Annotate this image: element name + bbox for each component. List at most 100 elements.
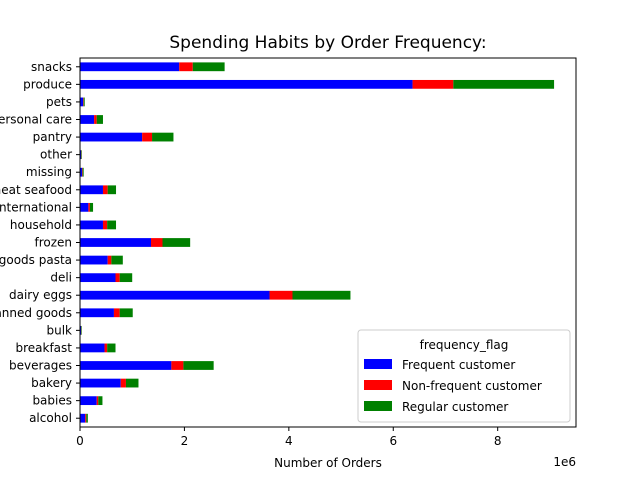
y-tick-label: personal care xyxy=(0,113,72,127)
bar-household-series-2 xyxy=(107,220,117,230)
legend-swatch xyxy=(364,359,392,369)
bar-other-series-2 xyxy=(81,150,82,160)
bars-layer xyxy=(80,62,555,423)
legend: frequency_flag Frequent customer Non-freq… xyxy=(357,329,571,423)
y-tick-label: bulk xyxy=(46,323,72,337)
bar-babies-series-2 xyxy=(98,396,103,406)
bar-dairy-eggs-series-2 xyxy=(292,290,351,300)
y-tick-label: deli xyxy=(50,271,72,285)
bar-missing-series-0 xyxy=(80,167,83,177)
y-tick-label: other xyxy=(40,148,72,162)
y-tick-label: frozen xyxy=(34,236,72,250)
y-axis: alcohol babies bakery beverages breakfast bul… xyxy=(0,60,80,425)
y-tick-label: missing xyxy=(26,165,72,179)
bar-bakery-series-0 xyxy=(80,378,121,388)
plot-frame xyxy=(79,57,577,428)
y-tick-label: beverages xyxy=(9,359,72,373)
legend-entry-label: Non-frequent customer xyxy=(402,379,542,393)
legend-items: Frequent customer Non-frequent customer Re… xyxy=(364,358,542,414)
bar-bakery-series-1 xyxy=(120,378,126,388)
legend-entry-label: Frequent customer xyxy=(402,358,515,372)
bar-dry-goods-pasta-series-2 xyxy=(111,255,123,265)
y-tick-label: breakfast xyxy=(15,341,72,355)
y-tick-label: alcohol xyxy=(29,411,72,425)
y-tick-label: pets xyxy=(46,95,72,109)
bar-beverages-series-2 xyxy=(183,361,214,370)
bar-personal-care-series-0 xyxy=(80,115,95,124)
y-tick-label: household xyxy=(10,218,72,232)
y-tick-label: bakery xyxy=(31,376,72,390)
bar-canned-goods-series-2 xyxy=(119,308,133,318)
bar-breakfast-series-1 xyxy=(104,343,108,353)
y-tick-label: pantry xyxy=(33,130,72,144)
bar-pets-series-2 xyxy=(83,97,85,107)
bar-pantry-series-2 xyxy=(152,132,174,142)
y-tick-label: dry goods pasta xyxy=(0,253,72,267)
bar-alcohol-series-0 xyxy=(80,413,86,423)
bar-international-series-2 xyxy=(89,202,94,212)
legend-swatch xyxy=(364,401,392,411)
bar-missing-series-1 xyxy=(82,167,83,177)
bar-deli-series-2 xyxy=(119,273,133,283)
bar-alcohol-series-2 xyxy=(86,413,88,423)
bar-personal-care-series-1 xyxy=(94,115,97,124)
bar-snacks-series-1 xyxy=(179,62,193,72)
bar-frozen-series-1 xyxy=(151,238,163,247)
bar-breakfast-series-0 xyxy=(80,343,105,353)
x-tick-label: 6 xyxy=(389,434,397,448)
bar-snacks-series-2 xyxy=(192,62,225,72)
bar-personal-care-series-2 xyxy=(96,115,103,124)
x-axis: 0 2 4 6 8 xyxy=(76,427,502,448)
x-axis-multiplier: 1e6 xyxy=(553,455,576,469)
bar-meat-seafood-series-2 xyxy=(107,185,117,195)
y-tick-label: canned goods xyxy=(0,306,72,320)
bar-snacks-series-0 xyxy=(80,62,180,72)
bar-bulk-series-2 xyxy=(81,325,82,335)
bar-meat-seafood-series-1 xyxy=(102,185,108,195)
bar-canned-goods-series-1 xyxy=(113,308,120,318)
bar-beverages-series-0 xyxy=(80,361,172,370)
bar-deli-series-1 xyxy=(115,273,120,283)
x-tick-label: 2 xyxy=(181,434,189,448)
bar-bulk-series-0 xyxy=(80,325,82,335)
bar-household-series-0 xyxy=(80,220,103,230)
bar-bakery-series-2 xyxy=(125,378,139,388)
legend-entry-label: Regular customer xyxy=(402,400,508,414)
bar-canned-goods-series-0 xyxy=(80,308,114,318)
bar-frozen-series-2 xyxy=(162,238,191,247)
bar-beverages-series-1 xyxy=(171,361,184,370)
bar-deli-series-0 xyxy=(80,273,116,283)
y-tick-label: meat seafood xyxy=(0,183,72,197)
x-tick-label: 0 xyxy=(76,434,84,448)
bar-pantry-series-1 xyxy=(142,132,153,142)
bar-breakfast-series-2 xyxy=(107,343,116,353)
bar-other-series-0 xyxy=(80,150,82,160)
bar-dry-goods-pasta-series-0 xyxy=(80,255,108,265)
bar-pets-series-0 xyxy=(80,97,84,107)
x-tick-label: 8 xyxy=(494,434,502,448)
bar-pets-series-1 xyxy=(83,97,84,107)
y-tick-label: produce xyxy=(23,77,72,91)
x-axis-label: Number of Orders xyxy=(274,456,382,470)
y-tick-label: international xyxy=(0,200,72,214)
y-tick-label: babies xyxy=(32,394,72,408)
bar-produce-series-1 xyxy=(412,79,454,89)
legend-box xyxy=(357,329,571,423)
bar-babies-series-1 xyxy=(96,396,99,406)
bar-international-series-0 xyxy=(80,202,89,212)
chart-title: Spending Habits by Order Frequency: xyxy=(169,33,486,53)
bar-frozen-series-0 xyxy=(80,238,152,247)
bar-dry-goods-pasta-series-1 xyxy=(107,255,112,265)
y-tick-label: snacks xyxy=(31,60,72,74)
bar-meat-seafood-series-0 xyxy=(80,185,103,195)
x-tick-label: 4 xyxy=(285,434,293,448)
bar-produce-series-2 xyxy=(453,79,555,89)
bar-household-series-1 xyxy=(102,220,108,230)
bar-international-series-1 xyxy=(88,202,90,212)
bar-pantry-series-0 xyxy=(80,132,143,142)
bar-alcohol-series-1 xyxy=(85,413,87,423)
legend-swatch xyxy=(364,380,392,390)
y-tick-label: dairy eggs xyxy=(9,288,72,302)
bar-produce-series-0 xyxy=(80,79,413,89)
